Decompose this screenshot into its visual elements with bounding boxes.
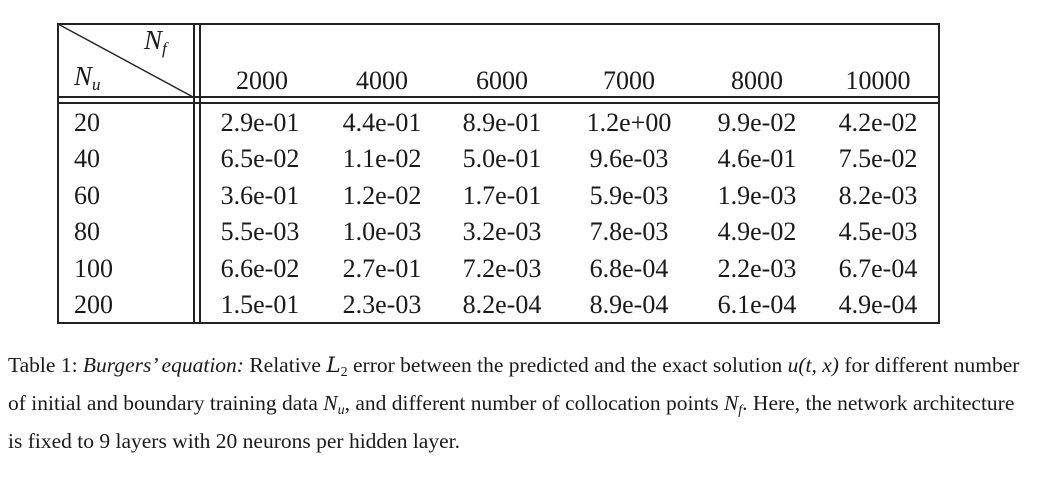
corner-label-nu: Nu [74, 61, 101, 94]
column-header-10000: 10000 [845, 66, 911, 95]
table-cell: 6.1e-04 [717, 290, 797, 319]
results-table: Nf Nu 2000 4000 6000 7000 8000 10000 [57, 23, 940, 324]
table-cell: 1.2e+00 [586, 108, 672, 137]
table-cell: 4.2e-02 [838, 108, 918, 137]
caption-var-nf-sub: f [738, 403, 743, 418]
table-cell: 7.5e-02 [838, 144, 918, 173]
corner-nf-var: N [144, 25, 163, 55]
table-cell: 5.9e-03 [589, 181, 669, 210]
table-cell: 1.9e-03 [717, 181, 797, 210]
caption-label: Table 1: [8, 353, 78, 377]
table-cell: 8.9e-01 [462, 108, 542, 137]
caption-text-2: error between the predicted and the exac… [353, 353, 783, 377]
table-caption: Table 1: Burgers’ equation: Relative L2 … [8, 350, 1033, 456]
caption-text-1: Relative [249, 353, 321, 377]
column-header-7000: 7000 [603, 66, 655, 95]
row-label-100: 100 [74, 254, 113, 283]
table-cell: 5.0e-01 [462, 144, 542, 173]
caption-var-nf: N [723, 391, 739, 415]
column-header-6000: 6000 [476, 66, 528, 95]
table-cell: 1.5e-01 [220, 290, 300, 319]
corner-nf-sub: f [162, 39, 167, 58]
header-row-rule-2 [57, 102, 940, 104]
table-cell: 7.8e-03 [589, 217, 669, 246]
table-cell: 1.0e-03 [342, 217, 422, 246]
table-cell: 4.9e-04 [838, 290, 918, 319]
table-cell: 8.2e-03 [838, 181, 918, 210]
caption-text-4: , and different number of collocation po… [344, 391, 719, 415]
table-cell: 2.7e-01 [342, 254, 422, 283]
table-cell: 9.6e-03 [589, 144, 669, 173]
table-cell: 3.6e-01 [220, 181, 300, 210]
table-cell: 4.5e-03 [838, 217, 918, 246]
table-cell: 1.1e-02 [342, 144, 422, 173]
corner-label-nf: Nf [144, 25, 167, 58]
table-cell: 7.2e-03 [462, 254, 542, 283]
table-cell: 4.6e-01 [717, 144, 797, 173]
caption-var-nu-sub: u [337, 403, 345, 418]
corner-nu-sub: u [92, 75, 101, 94]
table-border-top [57, 23, 940, 25]
table-border-right [938, 23, 940, 324]
row-label-80: 80 [74, 217, 100, 246]
table-cell: 4.9e-02 [717, 217, 797, 246]
table-cell: 6.7e-04 [838, 254, 918, 283]
caption-text-3: for different number of initial and boun… [8, 353, 1020, 415]
caption-text-5: . Here, the network architecture is fixe… [8, 391, 1015, 453]
corner-diagonal [57, 23, 194, 98]
row-label-200: 200 [74, 290, 113, 319]
header-column-rule-1 [193, 23, 195, 324]
table-cell: 5.5e-03 [220, 217, 300, 246]
column-header-4000: 4000 [356, 66, 408, 95]
row-label-60: 60 [74, 181, 100, 210]
table-cell: 2.9e-01 [220, 108, 300, 137]
header-row-rule-1 [57, 96, 940, 98]
caption-subject: Burgers’ equation: [82, 353, 244, 377]
row-label-20: 20 [74, 108, 100, 137]
caption-var-nu: N [323, 391, 338, 415]
row-label-40: 40 [74, 144, 100, 173]
table-cell: 6.8e-04 [589, 254, 669, 283]
table-cell: 1.2e-02 [342, 181, 422, 210]
table-cell: 6.6e-02 [220, 254, 300, 283]
header-column-rule-2 [199, 23, 201, 324]
table-cell: 2.3e-03 [342, 290, 422, 319]
table-cell: 3.2e-03 [462, 217, 542, 246]
table-cell: 8.9e-04 [589, 290, 669, 319]
column-header-8000: 8000 [731, 66, 783, 95]
corner-nu-var: N [74, 61, 93, 91]
table-cell: 2.2e-03 [717, 254, 797, 283]
table-cell: 8.2e-04 [462, 290, 542, 319]
table-cell: 9.9e-02 [717, 108, 797, 137]
table-border-bottom [57, 322, 940, 324]
column-header-2000: 2000 [236, 66, 288, 95]
caption-norm-symbol: L [326, 353, 341, 378]
caption-norm-sub: 2 [340, 365, 348, 380]
table-cell: 6.5e-02 [220, 144, 300, 173]
table-border-left [57, 23, 59, 324]
caption-function: u(t, x) [787, 353, 839, 377]
table-cell: 4.4e-01 [342, 108, 422, 137]
table-cell: 1.7e-01 [462, 181, 542, 210]
